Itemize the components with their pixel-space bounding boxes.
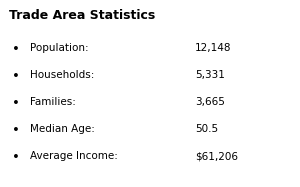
Text: 5,331: 5,331: [195, 70, 225, 80]
Text: Population:: Population:: [30, 43, 88, 53]
Text: Median Age:: Median Age:: [30, 124, 95, 134]
Text: •: •: [12, 97, 20, 110]
Text: Average Income:: Average Income:: [30, 151, 118, 161]
Text: •: •: [12, 70, 20, 83]
Text: Families:: Families:: [30, 97, 76, 107]
Text: Households:: Households:: [30, 70, 94, 80]
Text: •: •: [12, 124, 20, 137]
Text: •: •: [12, 43, 20, 56]
Text: 12,148: 12,148: [195, 43, 232, 53]
Text: 50.5: 50.5: [195, 124, 218, 134]
Text: $61,206: $61,206: [195, 151, 238, 161]
Text: Trade Area Statistics: Trade Area Statistics: [9, 9, 155, 22]
Text: •: •: [12, 151, 20, 165]
Text: 3,665: 3,665: [195, 97, 225, 107]
